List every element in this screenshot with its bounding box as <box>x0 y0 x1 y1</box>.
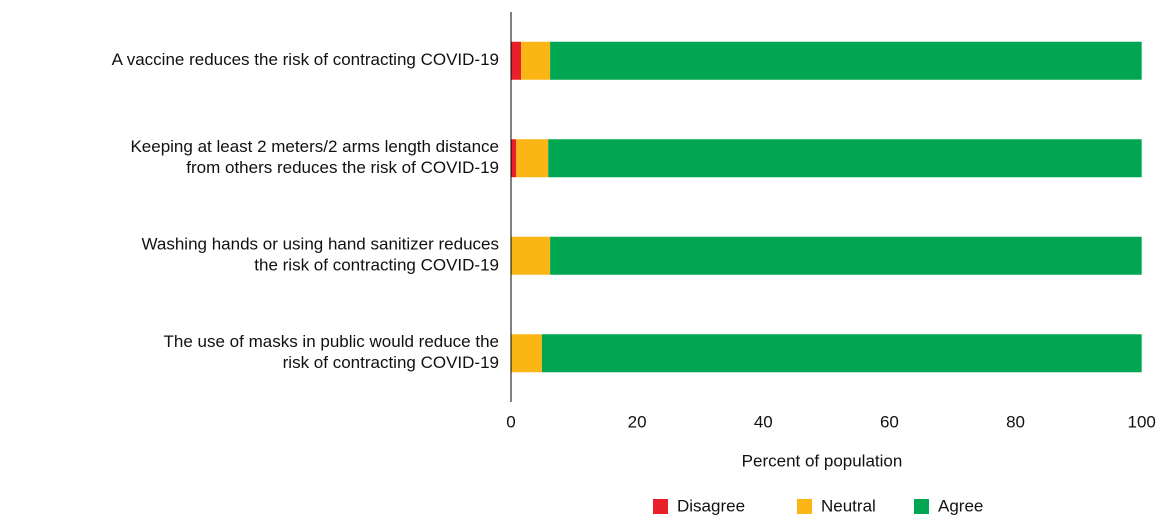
y-tick-label: The use of masks in public would reduce … <box>164 332 499 351</box>
y-tick-label: A vaccine reduces the risk of contractin… <box>112 50 499 69</box>
bar-segment <box>548 139 1142 178</box>
legend-label: Agree <box>938 496 983 515</box>
x-axis-label: Percent of population <box>742 451 903 470</box>
bar-segment <box>550 41 1142 80</box>
bar-segment <box>541 334 1142 373</box>
x-tick-label: 20 <box>628 412 647 431</box>
y-tick-label: Keeping at least 2 meters/2 arms length … <box>130 137 499 156</box>
bar-segment <box>516 139 549 178</box>
y-tick-label: risk of contracting COVID-19 <box>283 353 499 372</box>
x-tick-label: 100 <box>1128 412 1156 431</box>
legend-label: Disagree <box>677 496 745 515</box>
x-tick-label: 60 <box>880 412 899 431</box>
bar-segment <box>511 139 517 178</box>
legend-label: Neutral <box>821 496 876 515</box>
x-tick-label: 0 <box>506 412 515 431</box>
legend-swatch <box>914 499 929 514</box>
bar-segment <box>511 334 542 373</box>
legend-swatch <box>797 499 812 514</box>
y-tick-label: the risk of contracting COVID-19 <box>254 256 499 275</box>
x-tick-label: 40 <box>754 412 773 431</box>
bar-segment <box>521 41 551 80</box>
bar-segment <box>550 236 1142 275</box>
y-tick-label: from others reduces the risk of COVID-19 <box>186 158 499 177</box>
bar-segment <box>511 236 551 275</box>
legend-swatch <box>653 499 668 514</box>
y-tick-label: Washing hands or using hand sanitizer re… <box>141 235 499 254</box>
bar-segment <box>511 41 522 80</box>
x-tick-label: 80 <box>1006 412 1025 431</box>
